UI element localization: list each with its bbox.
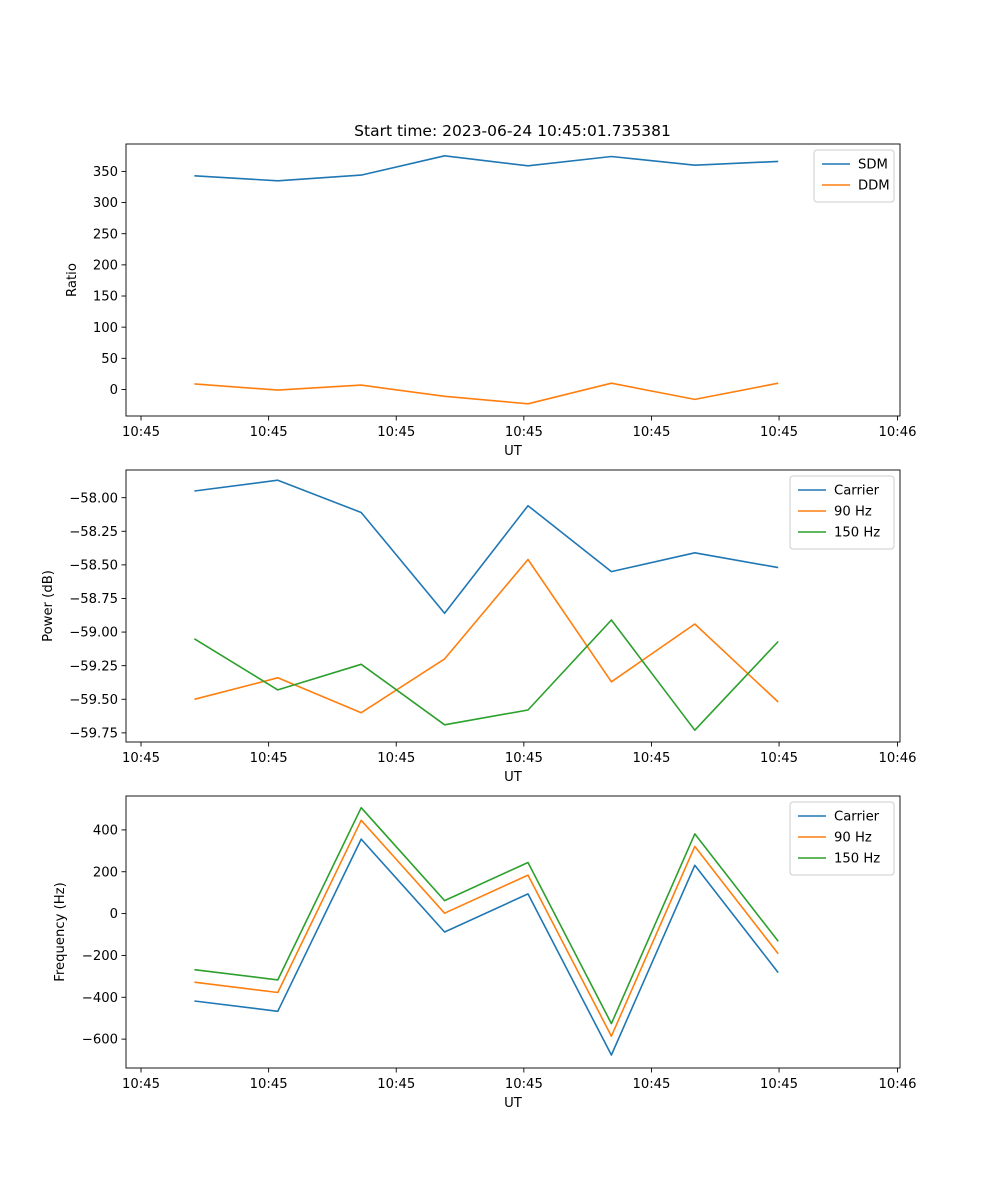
x-tick-label: 10:45 [377, 751, 415, 766]
y-tick-label: −58.00 [69, 491, 118, 506]
legend-box [789, 801, 895, 876]
y-tick-label: −59.25 [69, 659, 118, 674]
series-line-1-0 [194, 479, 779, 615]
y-tick-label: 200 [93, 865, 118, 880]
x-axis-label: UT [504, 444, 523, 459]
legend-label: 150 Hz [834, 526, 880, 541]
y-tick-label: 0 [110, 383, 118, 398]
x-tick-label: 10:45 [505, 751, 543, 766]
y-tick-label: 300 [93, 196, 118, 211]
y-axis-label: Ratio [65, 263, 80, 297]
y-tick-label: −600 [82, 1033, 118, 1048]
series-line-0-1 [194, 382, 779, 405]
series-line-1-2 [193, 619, 779, 732]
y-tick-label: 250 [93, 227, 118, 242]
x-tick-label: 10:45 [505, 425, 543, 440]
x-tick-label: 10:45 [122, 751, 160, 766]
y-tick-label: −58.25 [69, 525, 118, 540]
y-axis-label: Power (dB) [41, 570, 56, 642]
legend-box [813, 149, 895, 203]
chart-panel-1: 10:45 10:45 10:45 10:45 10:45 10:45 10:46 0 50 10… [65, 143, 917, 459]
y-tick-label: 200 [93, 258, 118, 273]
y-tick-label: −59.00 [69, 626, 118, 641]
chart-panel-2: 10:45 10:45 10:45 10:45 10:45 10:45 10:46 −58.0… [41, 469, 917, 785]
legend-label: 150 Hz [834, 852, 880, 867]
y-tick-label: 150 [93, 290, 118, 305]
legend-box [789, 475, 895, 550]
legend: Carrier 90 Hz 150 Hz [789, 475, 895, 550]
y-tick-label: −200 [82, 949, 118, 964]
x-tick-label: 10:46 [878, 1077, 916, 1092]
chart-panel-3: 10:45 10:45 10:45 10:45 10:45 10:45 10:46 −600 −… [53, 795, 917, 1111]
legend: Carrier 90 Hz 150 Hz [789, 801, 895, 876]
x-tick-label: 10:45 [377, 1077, 415, 1092]
x-tick-label: 10:45 [505, 1077, 543, 1092]
series-line-2-2 [194, 806, 779, 1025]
axes-frame [125, 469, 901, 743]
axes-frame [125, 143, 901, 417]
y-tick-label: −58.50 [69, 558, 118, 573]
legend-label: 90 Hz [834, 831, 872, 846]
x-tick-label: 10:45 [250, 1077, 288, 1092]
y-axis-label: Frequency (Hz) [53, 882, 68, 981]
series-line-0-0 [194, 155, 779, 182]
legend-label: SDM [858, 158, 888, 173]
y-tick-label: −58.75 [69, 592, 118, 607]
x-tick-label: 10:45 [122, 425, 160, 440]
y-tick-label: 0 [110, 907, 118, 922]
y-tick-label: 400 [93, 823, 118, 838]
axes-frame [125, 795, 901, 1069]
series-line-2-0 [194, 838, 779, 1056]
y-tick-label: −59.75 [69, 726, 118, 741]
x-tick-label: 10:45 [632, 1077, 670, 1092]
y-tick-label: 100 [93, 321, 118, 336]
x-tick-label: 10:45 [760, 1077, 798, 1092]
x-axis-label: UT [504, 770, 523, 785]
x-tick-label: 10:46 [878, 425, 916, 440]
x-tick-label: 10:45 [760, 425, 798, 440]
series-line-2-1 [194, 819, 779, 1037]
series-line-1-1 [194, 558, 779, 714]
y-tick-label: 350 [93, 165, 118, 180]
y-tick-label: −400 [82, 991, 118, 1006]
x-tick-label: 10:45 [377, 425, 415, 440]
x-tick-label: 10:45 [760, 751, 798, 766]
x-tick-label: 10:45 [632, 425, 670, 440]
legend-label: DDM [858, 179, 890, 194]
legend-label: Carrier [834, 810, 880, 825]
legend-label: 90 Hz [834, 505, 872, 520]
x-tick-label: 10:45 [632, 751, 670, 766]
x-tick-label: 10:45 [250, 751, 288, 766]
x-tick-label: 10:46 [878, 751, 916, 766]
legend-label: Carrier [834, 484, 880, 499]
legend: SDM DDM [813, 149, 895, 203]
y-tick-label: −59.50 [69, 693, 118, 708]
y-tick-label: 50 [101, 352, 118, 367]
x-tick-label: 10:45 [122, 1077, 160, 1092]
x-axis-label: UT [504, 1096, 523, 1111]
x-tick-label: 10:45 [250, 425, 288, 440]
figure-title: Start time: 2023-06-24 10:45:01.735381 [354, 122, 671, 140]
